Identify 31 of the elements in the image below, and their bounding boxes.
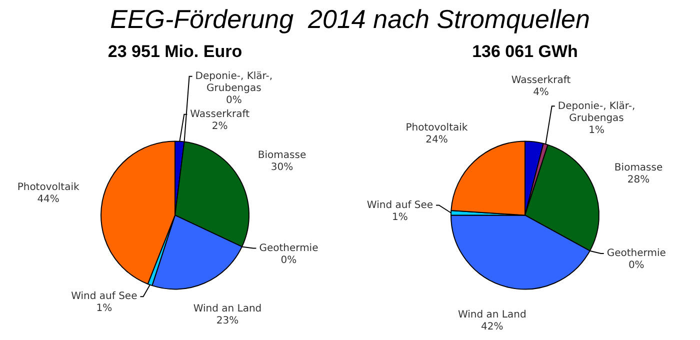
slice-label: Wasserkraft — [190, 108, 250, 120]
data-label: 24% — [426, 134, 448, 146]
slice-label: Wind auf See — [366, 200, 434, 211]
chart-subtitle: 136 061 GWh — [472, 42, 578, 61]
data-label: 1% — [588, 124, 604, 136]
data-label: 1% — [96, 303, 112, 314]
data-label: 2% — [212, 120, 228, 132]
data-label: 42% — [481, 321, 504, 332]
data-label: 4% — [533, 86, 549, 98]
chart-subtitle: 23 951 Mio. Euro — [108, 42, 242, 61]
slice-label: Deponie-, Klär-, Grubengas — [558, 100, 636, 124]
text: 0% — [280, 254, 297, 266]
data-label: 23% — [216, 316, 239, 327]
data-label: 44% — [37, 194, 60, 206]
data-label: 1% — [392, 212, 408, 223]
slice-label: Wasserkraft — [511, 74, 571, 86]
text: 0% — [226, 94, 242, 106]
text: 0% — [628, 260, 644, 272]
category-label: Deponie-, Klär-, Grubengas — [195, 70, 273, 94]
slice-label: Wind an Land — [193, 304, 262, 315]
slice-label: Biomasse — [258, 150, 306, 161]
legend-label: Geothermie — [606, 248, 666, 260]
chart-title: EEG-Förderung 2014 nach Stromquellen — [110, 4, 590, 34]
data-label: 28% — [627, 174, 650, 186]
legend-label: Geothermie — [259, 242, 318, 254]
slice-label: Biomasse — [614, 162, 663, 174]
data-label: 30% — [270, 162, 294, 173]
slice-label: Photovoltaik — [17, 182, 80, 194]
slice-label: Photovoltaik — [406, 122, 468, 134]
slice-label: Wind auf See — [71, 291, 138, 302]
slice-label: Wind an Land — [458, 309, 526, 320]
